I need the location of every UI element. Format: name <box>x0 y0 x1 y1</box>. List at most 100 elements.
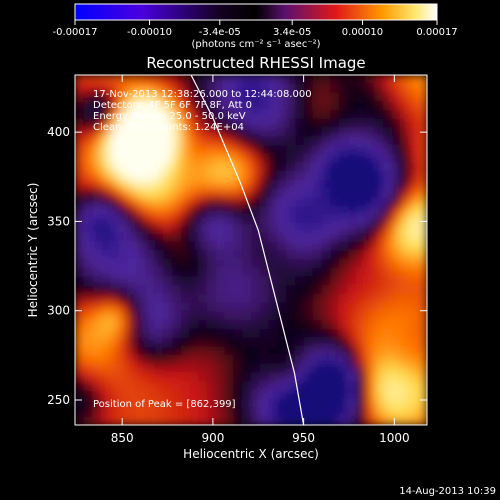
heatmap-cell <box>295 197 305 207</box>
heatmap-cell <box>101 92 111 102</box>
heatmap-cell <box>383 118 393 129</box>
heatmap-cell <box>391 118 402 129</box>
heatmap-cell <box>330 337 340 347</box>
heatmap-cell <box>400 241 410 251</box>
heatmap-cell <box>189 223 199 234</box>
heatmap-cell <box>400 101 410 111</box>
heatmap-cell <box>127 363 138 374</box>
heatmap-cell <box>251 293 261 304</box>
heatmap-cell <box>136 145 146 155</box>
heatmap-cell <box>180 162 190 172</box>
heatmap-cell <box>83 188 94 199</box>
heatmap-cell <box>374 206 384 216</box>
heatmap-cell <box>224 320 234 330</box>
heatmap-cell <box>303 285 314 295</box>
heatmap-cell <box>365 118 375 129</box>
heatmap-cell <box>391 188 402 199</box>
heatmap-cell <box>233 267 243 277</box>
heatmap-cell <box>251 188 261 199</box>
heatmap-cell <box>321 346 331 356</box>
heatmap-cell <box>242 180 252 190</box>
heatmap-cell <box>259 118 270 129</box>
heatmap-cell <box>356 127 366 137</box>
heatmap-cell <box>347 215 358 225</box>
heatmap-cell <box>242 250 252 260</box>
heatmap-cell <box>163 127 173 137</box>
heatmap-cell <box>277 127 287 137</box>
heatmap-cell <box>207 171 217 181</box>
heatmap-cell <box>356 136 366 146</box>
heatmap-cell <box>180 320 190 330</box>
heatmap-cell <box>277 355 287 365</box>
heatmap-cell <box>268 197 278 207</box>
heatmap-cell <box>180 127 190 137</box>
heatmap-cell <box>418 258 427 269</box>
heatmap-cell <box>339 136 349 146</box>
x-axis-label: Heliocentric X (arcsec) <box>183 447 319 461</box>
heatmap-cell <box>198 136 208 146</box>
heatmap-cell <box>268 241 278 251</box>
heatmap-cell <box>145 250 155 260</box>
heatmap-cell <box>145 302 155 312</box>
heatmap-cell <box>180 75 190 85</box>
heatmap-cell <box>101 127 111 137</box>
heatmap-cell <box>233 250 243 260</box>
heatmap-cell <box>400 363 410 374</box>
heatmap-cell <box>75 223 85 234</box>
heatmap-cell <box>347 381 358 391</box>
heatmap-cell <box>330 328 340 339</box>
heatmap-cell <box>259 171 270 181</box>
heatmap-cell <box>92 363 102 374</box>
heatmap-cell <box>154 250 164 260</box>
heatmap-cell <box>136 188 146 199</box>
heatmap-cell <box>409 145 419 155</box>
heatmap-cell <box>383 355 393 365</box>
heatmap-cell <box>180 136 190 146</box>
heatmap-cell <box>374 293 384 304</box>
heatmap-cell <box>198 206 208 216</box>
heatmap-cell <box>391 267 402 277</box>
heatmap-cell <box>356 372 366 382</box>
heatmap-cell <box>286 136 296 146</box>
heatmap-cell <box>303 153 314 164</box>
heatmap-cell <box>339 197 349 207</box>
heatmap-cell <box>339 180 349 190</box>
heatmap-cell <box>127 337 138 347</box>
heatmap-cell <box>189 381 199 391</box>
heatmap-cell <box>295 206 305 216</box>
heatmap-cell <box>321 407 331 417</box>
heatmap-cell <box>312 416 322 425</box>
heatmap-cell <box>391 206 402 216</box>
heatmap-cell <box>127 276 138 286</box>
heatmap-cell <box>136 153 146 164</box>
heatmap-cell <box>356 197 366 207</box>
heatmap-cell <box>83 162 94 172</box>
heatmap-cell <box>110 215 120 225</box>
heatmap-cell <box>180 250 190 260</box>
heatmap-cell <box>321 215 331 225</box>
heatmap-cell <box>171 407 182 417</box>
heatmap-cell <box>92 171 102 181</box>
heatmap-cell <box>119 337 129 347</box>
heatmap-cell <box>145 118 155 129</box>
heatmap-cell <box>110 232 120 242</box>
heatmap-cell <box>154 390 164 400</box>
heatmap-cell <box>383 188 393 199</box>
heatmap-cell <box>295 127 305 137</box>
heatmap-cell <box>242 346 252 356</box>
heatmap-cell <box>365 188 375 199</box>
heatmap-cell <box>383 171 393 181</box>
heatmap-cell <box>110 92 120 102</box>
heatmap-cell <box>339 162 349 172</box>
heatmap-cell <box>303 92 314 102</box>
heatmap-cell <box>233 311 243 321</box>
heatmap-cell <box>189 145 199 155</box>
heatmap-cell <box>312 276 322 286</box>
heatmap-cell <box>330 92 340 102</box>
heatmap-cell <box>391 101 402 111</box>
heatmap-cell <box>277 92 287 102</box>
heatmap-cell <box>83 250 94 260</box>
heatmap-cell <box>92 136 102 146</box>
heatmap-cell <box>312 206 322 216</box>
heatmap-cell <box>127 153 138 164</box>
